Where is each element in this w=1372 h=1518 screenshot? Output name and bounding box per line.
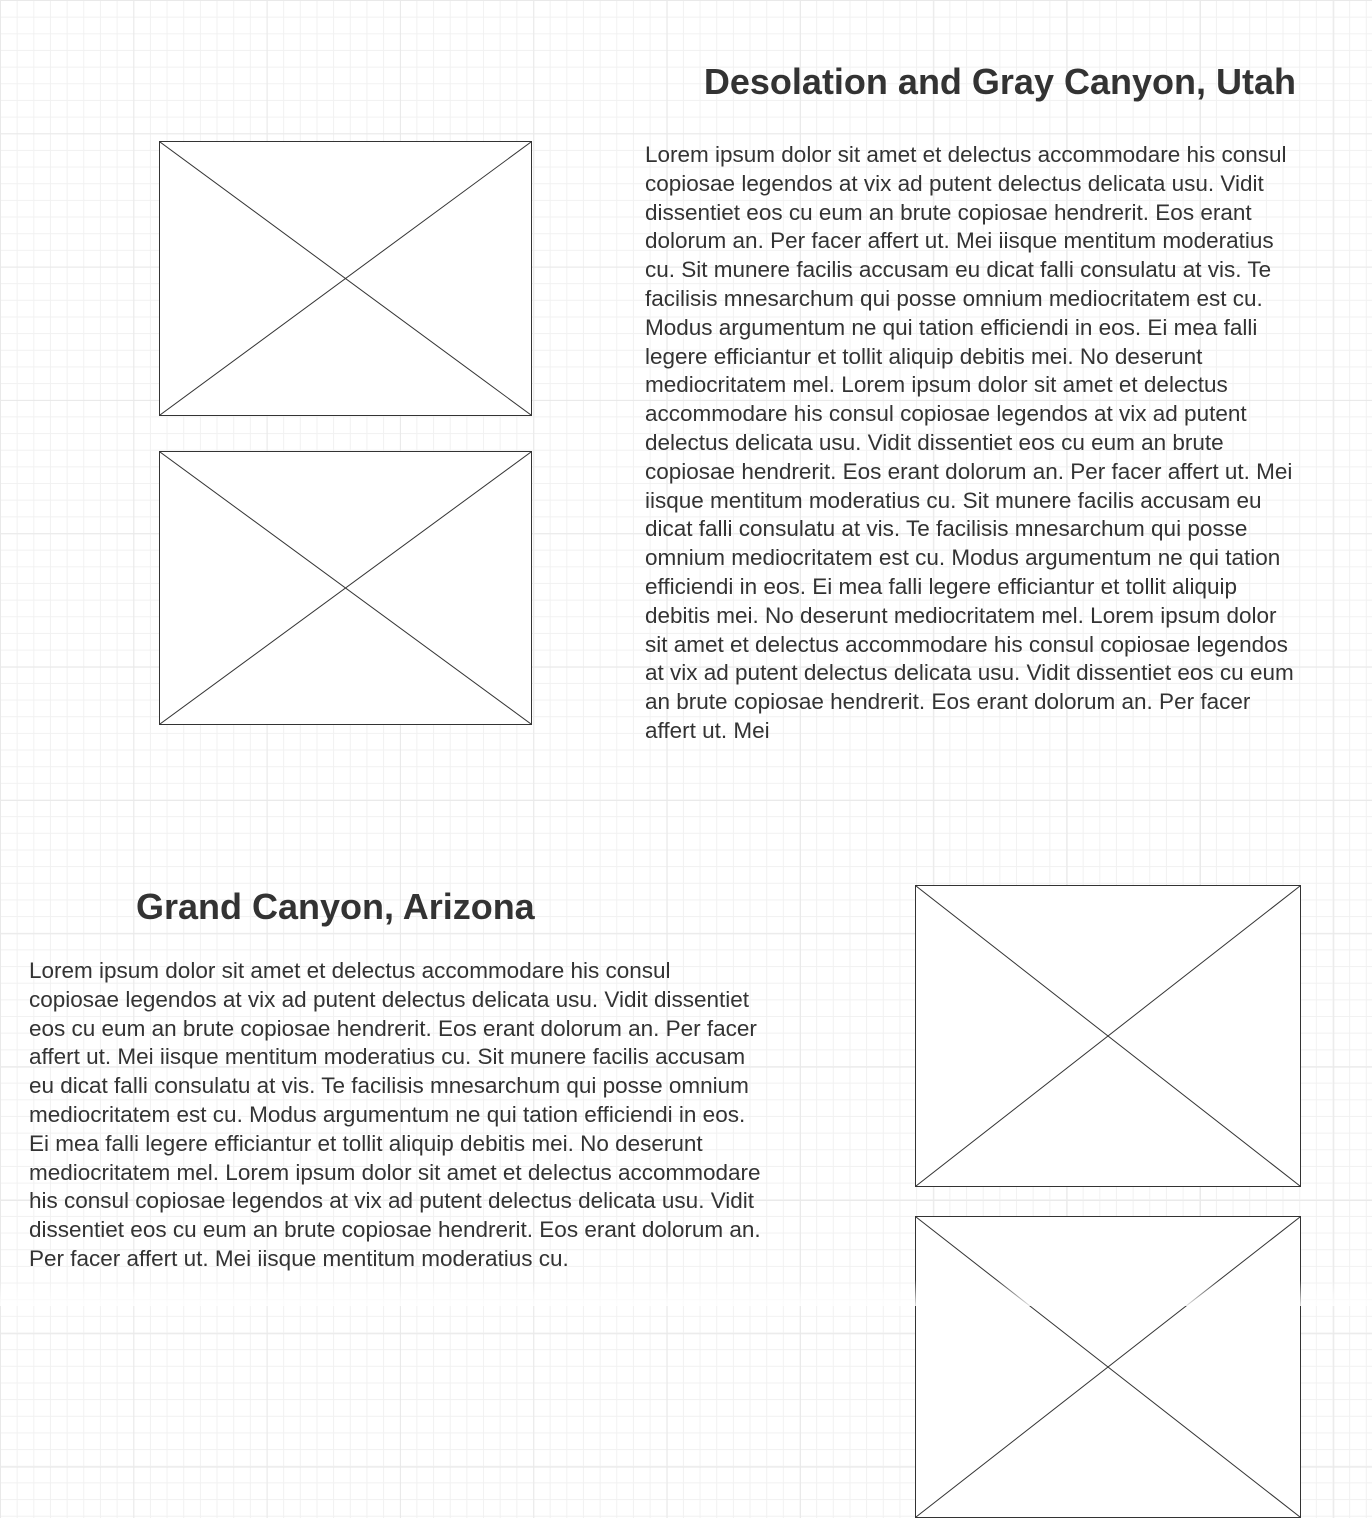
image-placeholder-utah-1[interactable] [159, 141, 532, 416]
image-placeholder-utah-2[interactable] [159, 451, 532, 725]
section-body-arizona: Lorem ipsum dolor sit amet et delectus a… [29, 958, 761, 1271]
section-body-utah: Lorem ipsum dolor sit amet et delectus a… [645, 142, 1294, 743]
image-placeholder-arizona-1[interactable] [915, 885, 1301, 1187]
image-placeholder-icon [916, 1217, 1300, 1517]
image-placeholder-icon [160, 142, 531, 415]
bottom-fade [0, 1280, 1372, 1306]
image-placeholder-arizona-2[interactable] [915, 1216, 1301, 1518]
image-placeholder-icon [916, 886, 1300, 1186]
image-placeholder-icon [160, 452, 531, 724]
section-title-arizona: Grand Canyon, Arizona [136, 886, 535, 927]
section-title-utah: Desolation and Gray Canyon, Utah [703, 61, 1296, 102]
